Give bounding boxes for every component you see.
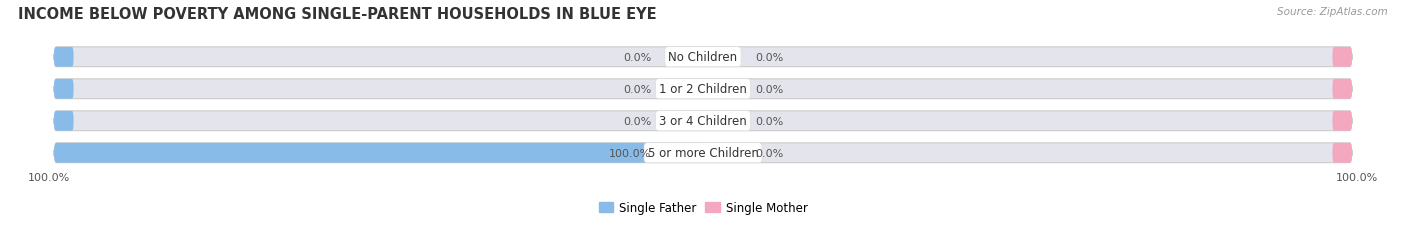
FancyBboxPatch shape xyxy=(53,143,1353,163)
Text: 0.0%: 0.0% xyxy=(755,52,783,63)
Legend: Single Father, Single Mother: Single Father, Single Mother xyxy=(593,196,813,219)
FancyBboxPatch shape xyxy=(53,48,73,67)
FancyBboxPatch shape xyxy=(53,111,73,131)
FancyBboxPatch shape xyxy=(53,48,1353,67)
Text: 100.0%: 100.0% xyxy=(1336,172,1378,182)
FancyBboxPatch shape xyxy=(53,79,73,99)
Text: 100.0%: 100.0% xyxy=(609,148,651,158)
Text: 100.0%: 100.0% xyxy=(28,172,70,182)
FancyBboxPatch shape xyxy=(1333,143,1353,163)
Text: 3 or 4 Children: 3 or 4 Children xyxy=(659,115,747,128)
Text: 0.0%: 0.0% xyxy=(623,52,651,63)
FancyBboxPatch shape xyxy=(1333,48,1353,67)
Text: 0.0%: 0.0% xyxy=(623,84,651,94)
Text: 0.0%: 0.0% xyxy=(755,84,783,94)
Text: Source: ZipAtlas.com: Source: ZipAtlas.com xyxy=(1277,7,1388,17)
Text: No Children: No Children xyxy=(668,51,738,64)
Text: 0.0%: 0.0% xyxy=(755,116,783,126)
FancyBboxPatch shape xyxy=(1333,111,1353,131)
FancyBboxPatch shape xyxy=(53,111,1353,131)
Text: INCOME BELOW POVERTY AMONG SINGLE-PARENT HOUSEHOLDS IN BLUE EYE: INCOME BELOW POVERTY AMONG SINGLE-PARENT… xyxy=(18,7,657,22)
Text: 5 or more Children: 5 or more Children xyxy=(648,147,758,160)
Text: 0.0%: 0.0% xyxy=(755,148,783,158)
Text: 0.0%: 0.0% xyxy=(623,116,651,126)
FancyBboxPatch shape xyxy=(53,143,703,163)
FancyBboxPatch shape xyxy=(1333,79,1353,99)
Text: 1 or 2 Children: 1 or 2 Children xyxy=(659,83,747,96)
FancyBboxPatch shape xyxy=(53,79,1353,99)
